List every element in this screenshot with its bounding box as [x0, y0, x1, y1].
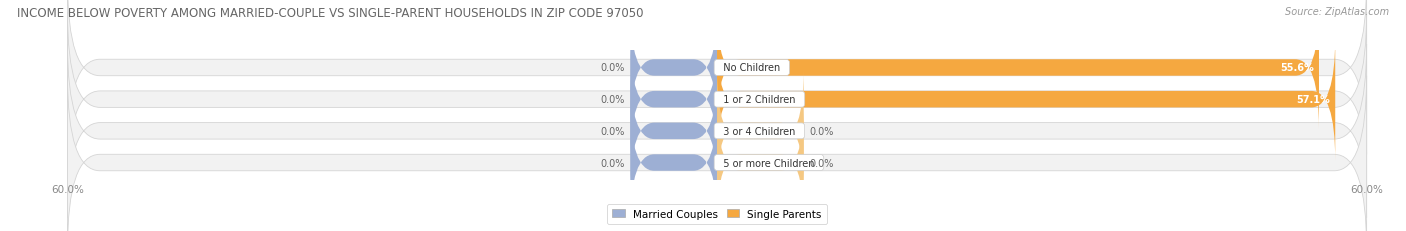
FancyBboxPatch shape	[717, 102, 804, 224]
Text: 0.0%: 0.0%	[808, 158, 834, 168]
Text: INCOME BELOW POVERTY AMONG MARRIED-COUPLE VS SINGLE-PARENT HOUSEHOLDS IN ZIP COD: INCOME BELOW POVERTY AMONG MARRIED-COUPL…	[17, 7, 644, 20]
FancyBboxPatch shape	[717, 7, 1319, 129]
FancyBboxPatch shape	[67, 0, 1367, 155]
FancyBboxPatch shape	[717, 39, 1336, 161]
FancyBboxPatch shape	[630, 70, 717, 192]
FancyBboxPatch shape	[67, 13, 1367, 186]
Text: 0.0%: 0.0%	[600, 158, 626, 168]
FancyBboxPatch shape	[630, 39, 717, 161]
Text: 57.1%: 57.1%	[1296, 95, 1330, 105]
Text: 1 or 2 Children: 1 or 2 Children	[717, 95, 801, 105]
Text: No Children: No Children	[717, 63, 786, 73]
Text: Source: ZipAtlas.com: Source: ZipAtlas.com	[1285, 7, 1389, 17]
Text: 0.0%: 0.0%	[600, 126, 626, 136]
Text: 5 or more Children: 5 or more Children	[717, 158, 821, 168]
FancyBboxPatch shape	[630, 102, 717, 224]
FancyBboxPatch shape	[717, 70, 804, 192]
FancyBboxPatch shape	[630, 7, 717, 129]
Text: 0.0%: 0.0%	[808, 126, 834, 136]
Text: 55.6%: 55.6%	[1279, 63, 1313, 73]
Text: 0.0%: 0.0%	[600, 63, 626, 73]
Text: 0.0%: 0.0%	[600, 95, 626, 105]
FancyBboxPatch shape	[67, 76, 1367, 231]
Legend: Married Couples, Single Parents: Married Couples, Single Parents	[607, 204, 827, 224]
Text: 3 or 4 Children: 3 or 4 Children	[717, 126, 801, 136]
FancyBboxPatch shape	[67, 45, 1367, 218]
